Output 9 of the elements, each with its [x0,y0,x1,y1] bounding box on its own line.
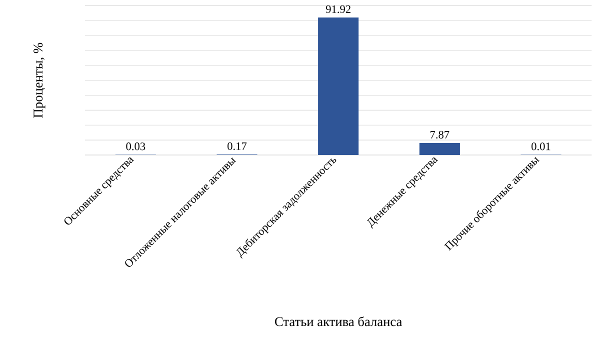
data-label: 0.01 [532,142,550,150]
data-label: 0.17 [228,142,247,150]
y-axis-title: Проценты, % [34,42,46,118]
bar [318,17,359,156]
x-axis-title: Статьи актива баланса [275,316,402,326]
data-label: 0.03 [126,142,146,150]
data-label: 91.92 [326,5,350,14]
data-label: 7.87 [430,130,450,139]
bar [419,142,460,156]
